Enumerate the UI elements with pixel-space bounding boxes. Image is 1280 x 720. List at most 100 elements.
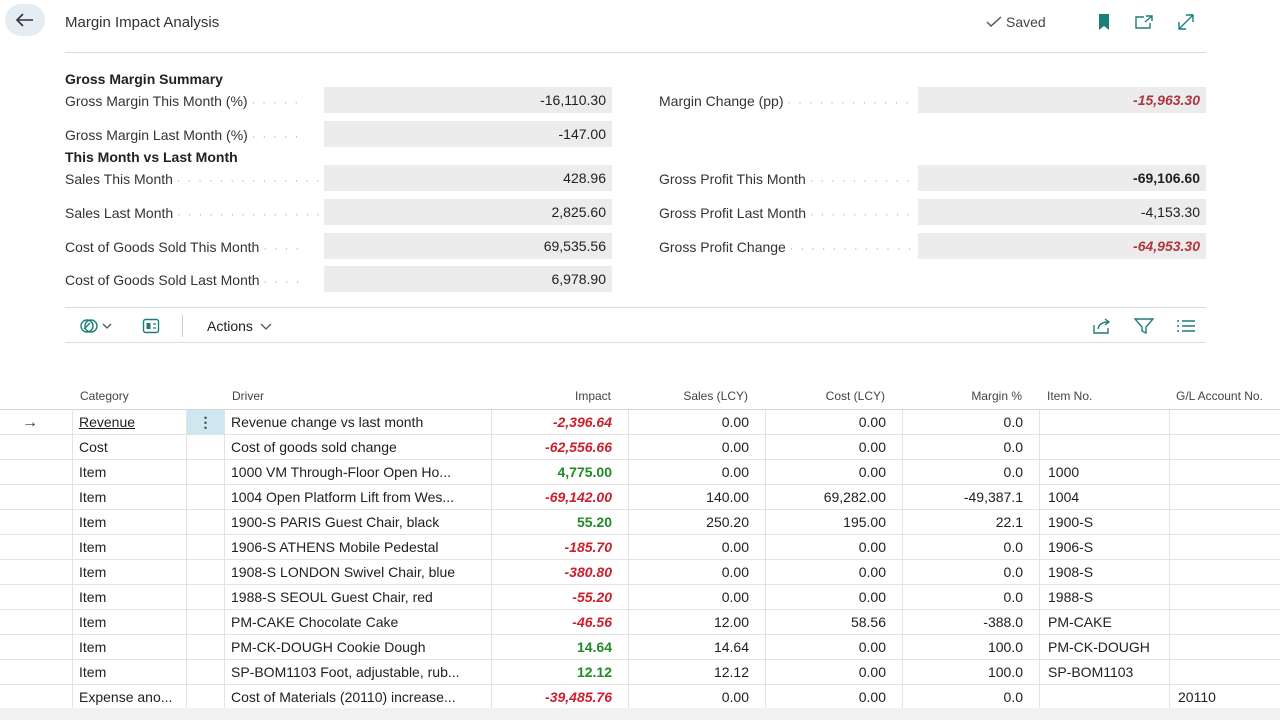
column-header-cost[interactable]: Cost (LCY): [825, 389, 885, 403]
cogs-last-value[interactable]: 6,978.90: [324, 266, 612, 292]
gm-last-value[interactable]: -147.00: [324, 121, 612, 147]
gm-this-label: Gross Margin This Month (%) · · · · ·: [65, 93, 301, 109]
cell-gl-account: [1170, 585, 1280, 610]
cell-gl-account: [1170, 610, 1280, 635]
cell-margin: 0.0: [903, 560, 1040, 585]
header-divider: [65, 52, 1206, 53]
gp-last-label: Gross Profit Last Month · · · · · · · · …: [659, 205, 913, 221]
list-view-icon[interactable]: [1176, 316, 1196, 336]
cell-row-menu-placeholder: [187, 610, 225, 635]
cell-driver: 1000 VM Through-Floor Open Ho...: [225, 460, 492, 485]
cell-cost: 0.00: [766, 635, 903, 660]
gp-change-value[interactable]: -64,953.30: [918, 233, 1206, 259]
cell-impact: -380.80: [492, 560, 629, 585]
cell-row-menu-placeholder: [187, 510, 225, 535]
column-header-item-no[interactable]: Item No.: [1047, 389, 1093, 403]
cogs-this-value[interactable]: 69,535.56: [324, 233, 612, 259]
cell-item-no: PM-CK-DOUGH: [1040, 635, 1170, 660]
cell-category[interactable]: Revenue: [73, 410, 187, 435]
cell-item-no: [1040, 435, 1170, 460]
cell-cost: 0.00: [766, 460, 903, 485]
edit-list-icon[interactable]: [142, 316, 160, 336]
table-row[interactable]: Item 1000 VM Through-Floor Open Ho... 4,77…: [0, 460, 1280, 485]
cell-item-no: PM-CAKE: [1040, 610, 1170, 635]
open-in-new-window-icon[interactable]: [1134, 12, 1154, 32]
cell-sales: 140.00: [629, 485, 766, 510]
table-row[interactable]: Item 1908-S LONDON Swivel Chair, blue -380…: [0, 560, 1280, 585]
cell-margin: 0.0: [903, 410, 1040, 435]
column-header-category[interactable]: Category: [80, 389, 129, 403]
cell-gl-account: [1170, 410, 1280, 435]
cell-row-menu-placeholder: [187, 660, 225, 685]
table-row[interactable]: Cost Cost of goods sold change -62,556.66 0…: [0, 435, 1280, 460]
cell-category: Item: [73, 485, 187, 510]
table-row[interactable]: Item PM-CK-DOUGH Cookie Dough 14.64 14.64 0.…: [0, 635, 1280, 660]
cell-item-no: 1900-S: [1040, 510, 1170, 535]
saved-status: Saved: [986, 14, 1046, 30]
cell-category: Item: [73, 560, 187, 585]
column-header-gl-account[interactable]: G/L Account No.: [1176, 389, 1263, 403]
current-row-arrow-icon: →: [22, 414, 38, 431]
cell-driver: Cost of Materials (20110) increase...: [225, 685, 492, 710]
chevron-down-icon: [260, 323, 272, 330]
cell-row-menu-placeholder: [187, 460, 225, 485]
table-row[interactable]: → Revenue ⋮ Revenue change vs last month -2,…: [0, 410, 1280, 435]
column-header-sales[interactable]: Sales (LCY): [683, 389, 748, 403]
cell-driver: 1004 Open Platform Lift from Wes...: [225, 485, 492, 510]
back-button[interactable]: [5, 4, 45, 36]
table-row[interactable]: Item PM-CAKE Chocolate Cake -46.56 12.00 58.…: [0, 610, 1280, 635]
cell-impact: 55.20: [492, 510, 629, 535]
cell-sales: 14.64: [629, 635, 766, 660]
sales-last-value[interactable]: 2,825.60: [324, 199, 612, 225]
table-row[interactable]: Item SP-BOM1103 Foot, adjustable, rub... 1…: [0, 660, 1280, 685]
cell-row-menu-placeholder: [187, 435, 225, 460]
cell-sales: 12.00: [629, 610, 766, 635]
table-row[interactable]: Expense ano... Cost of Materials (20110) …: [0, 685, 1280, 710]
expand-icon[interactable]: [1176, 12, 1196, 32]
gm-last-label: Gross Margin Last Month (%) · · · · ·: [65, 127, 301, 143]
cell-item-no: 1000: [1040, 460, 1170, 485]
column-header-driver[interactable]: Driver: [232, 389, 264, 403]
cell-driver: Cost of goods sold change: [225, 435, 492, 460]
cell-sales: 0.00: [629, 435, 766, 460]
cell-driver: SP-BOM1103 Foot, adjustable, rub...: [225, 660, 492, 685]
cell-margin: 0.0: [903, 435, 1040, 460]
gp-change-label: Gross Profit Change · · · · · · · · · · …: [659, 239, 914, 255]
table-row[interactable]: Item 1900-S PARIS Guest Chair, black 55.20…: [0, 510, 1280, 535]
cogs-this-label: Cost of Goods Sold This Month · · · ·: [65, 239, 302, 255]
cell-gl-account: [1170, 435, 1280, 460]
cell-driver: PM-CAKE Chocolate Cake: [225, 610, 492, 635]
cell-category: Item: [73, 460, 187, 485]
cell-cost: 0.00: [766, 585, 903, 610]
column-header-impact[interactable]: Impact: [574, 389, 611, 403]
cell-cost: 0.00: [766, 410, 903, 435]
cell-gl-account: [1170, 510, 1280, 535]
cell-margin: 100.0: [903, 635, 1040, 660]
table-row[interactable]: Item 1004 Open Platform Lift from Wes... -…: [0, 485, 1280, 510]
cell-row-menu-placeholder: [187, 585, 225, 610]
row-menu-icon[interactable]: ⋮: [187, 410, 225, 435]
margin-change-value[interactable]: -15,963.30: [918, 87, 1206, 113]
table-row[interactable]: Item 1906-S ATHENS Mobile Pedestal -185.70…: [0, 535, 1280, 560]
cell-item-no: [1040, 685, 1170, 710]
actions-button[interactable]: Actions: [207, 318, 273, 334]
sales-this-value[interactable]: 428.96: [324, 165, 612, 191]
bookmark-icon[interactable]: [1094, 12, 1114, 32]
cell-margin: -388.0: [903, 610, 1040, 635]
filter-icon[interactable]: [1134, 316, 1154, 336]
gp-this-value[interactable]: -69,106.60: [918, 165, 1206, 191]
cell-margin: 22.1: [903, 510, 1040, 535]
cell-category: Item: [73, 610, 187, 635]
cell-category: Item: [73, 510, 187, 535]
share-icon[interactable]: [1092, 316, 1112, 336]
cell-sales: 0.00: [629, 585, 766, 610]
gm-this-value[interactable]: -16,110.30: [324, 87, 612, 113]
cell-driver: PM-CK-DOUGH Cookie Dough: [225, 635, 492, 660]
column-header-margin[interactable]: Margin %: [971, 389, 1022, 403]
gp-last-value[interactable]: -4,153.30: [918, 199, 1206, 225]
analysis-mode-icon[interactable]: [79, 316, 115, 336]
cell-row-menu-placeholder: [187, 685, 225, 710]
cell-impact: -2,396.64: [492, 410, 629, 435]
table-row[interactable]: Item 1988-S SEOUL Guest Chair, red -55.20 0…: [0, 585, 1280, 610]
cell-gl-account: [1170, 635, 1280, 660]
